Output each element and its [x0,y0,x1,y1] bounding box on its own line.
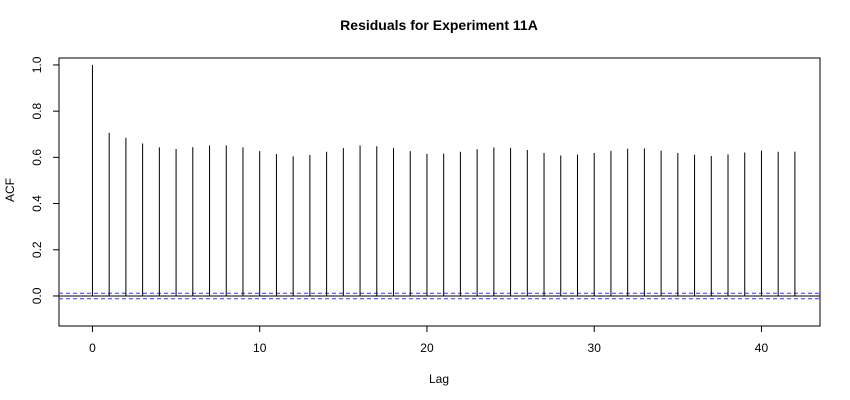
x-tick-label-10: 10 [253,341,267,355]
y-tick-label-0: 0.0 [30,287,44,304]
y-tick-label-0.2: 0.2 [30,241,44,258]
x-axis-label: Lag [429,372,449,386]
x-tick-label-20: 20 [420,341,434,355]
plot-marks: 0 10 20 30 40 0.0 0.2 0.4 0.6 0.8 1.0 [30,56,820,355]
x-tick-label-40: 40 [755,341,769,355]
x-tick-label-30: 30 [588,341,602,355]
x-tick-label-0: 0 [89,341,96,355]
plot-frame [58,57,821,327]
y-tick-label-0.6: 0.6 [30,149,44,166]
y-tick-label-1: 1.0 [30,56,44,73]
y-tick-label-0.8: 0.8 [30,102,44,119]
chart-title: Residuals for Experiment 11A [340,17,538,33]
y-axis-label: ACF [3,178,17,202]
y-tick-label-0.4: 0.4 [30,195,44,212]
